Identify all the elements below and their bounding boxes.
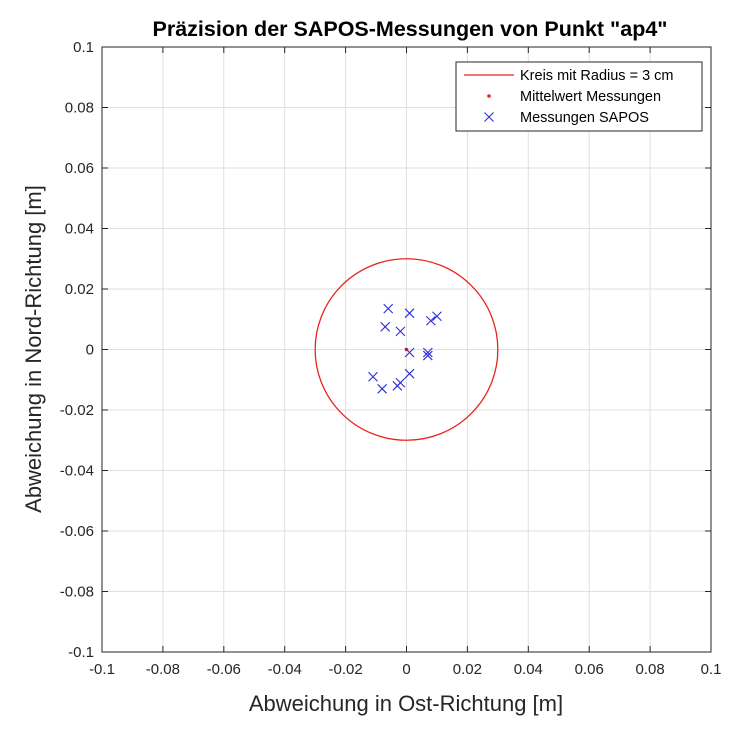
legend-dot-symbol — [487, 94, 491, 98]
x-tick-label: 0.02 — [453, 661, 482, 678]
y-tick-label: -0.06 — [60, 523, 94, 540]
measurement-point — [395, 326, 406, 337]
legend-entry-label: Kreis mit Radius = 3 cm — [520, 68, 674, 84]
y-tick-label: -0.04 — [60, 463, 94, 480]
x-tick-label: -0.04 — [268, 661, 302, 678]
measurement-point — [383, 303, 394, 314]
legend: Kreis mit Radius = 3 cm Mittelwert Messun… — [455, 61, 703, 132]
x-tick-label: -0.02 — [328, 661, 362, 678]
x-tick-label: -0.08 — [146, 661, 180, 678]
measurement-point — [404, 347, 415, 358]
measurement-point — [422, 350, 433, 361]
legend-entry-label: Mittelwert Messungen — [520, 89, 661, 105]
x-tick-label: 0.1 — [701, 661, 722, 678]
x-axis-label: Abweichung in Ost-Richtung [m] — [249, 691, 563, 716]
y-tick-label: 0.06 — [65, 160, 94, 177]
measurement-point — [432, 311, 442, 322]
measurement-point — [368, 371, 378, 382]
measurement-point — [422, 347, 433, 358]
x-tick-label: 0 — [402, 661, 410, 678]
measurement-point — [377, 383, 388, 394]
y-tick-label: 0.04 — [65, 221, 94, 238]
measurement-point — [404, 308, 415, 319]
measurement-point — [392, 380, 403, 391]
measurement-point — [404, 368, 415, 379]
legend-cross-symbol — [484, 112, 494, 122]
measurement-point — [425, 315, 436, 326]
legend-entry-label: Messungen SAPOS — [520, 110, 649, 126]
legend-box — [455, 61, 703, 132]
x-tick-label: 0.06 — [575, 661, 604, 678]
radius-circle — [314, 258, 499, 441]
y-tick-label: -0.1 — [68, 644, 94, 661]
x-tick-label: 0.04 — [514, 661, 543, 678]
y-tick-label: 0.1 — [73, 39, 94, 56]
y-axis-label: Abweichung in Nord-Richtung [m] — [21, 185, 46, 513]
y-tick-label: -0.02 — [60, 402, 94, 419]
y-tick-label: 0.02 — [65, 281, 94, 298]
plot-area: -0.1 -0.08 -0.06 -0.04 -0.02 0 0.02 0.04 0.06 0.0… — [60, 39, 722, 678]
y-tick-label: 0 — [86, 342, 94, 359]
x-tick-label: 0.08 — [635, 661, 664, 678]
y-tick-label: 0.08 — [65, 100, 94, 117]
x-tick-label: -0.06 — [207, 661, 241, 678]
measurement-point — [380, 321, 391, 332]
y-tick-label: -0.08 — [60, 584, 94, 601]
chart-title: Präzision der SAPOS-Messungen von Punkt … — [153, 17, 668, 41]
x-tick-label: -0.1 — [89, 661, 115, 678]
